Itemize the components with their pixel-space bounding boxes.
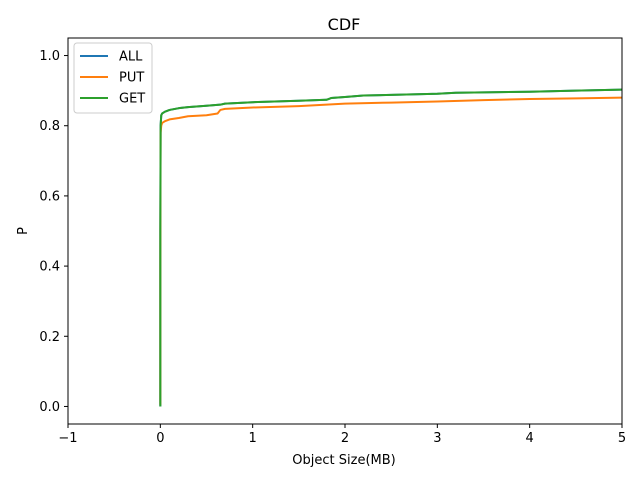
y-tick-label: 1.0 xyxy=(39,49,60,64)
x-tick-label: 0 xyxy=(156,431,164,446)
y-tick-label: 0.0 xyxy=(39,400,60,415)
x-tick-label: 4 xyxy=(526,431,534,446)
plot-lines xyxy=(159,88,623,407)
legend: ALL PUT GET xyxy=(73,42,153,114)
series-line-put xyxy=(159,96,623,405)
y-tick-label: 0.8 xyxy=(39,119,60,134)
x-axis-label: Object Size(MB) xyxy=(292,453,395,468)
legend-box xyxy=(73,42,153,114)
y-tick-label: 0.2 xyxy=(39,330,60,345)
x-tick-label: 3 xyxy=(433,431,441,446)
x-tick-label: −1 xyxy=(58,431,77,446)
x-axis-ticks: −1 0 1 2 3 4 5 xyxy=(58,424,626,446)
chart-title: CDF xyxy=(328,15,361,34)
y-tick-label: 0.4 xyxy=(39,260,60,275)
y-axis-label: P xyxy=(16,227,31,235)
legend-label: PUT xyxy=(119,71,144,86)
x-tick-label: 2 xyxy=(341,431,349,446)
legend-label: GET xyxy=(119,92,145,107)
series-line-get xyxy=(159,88,623,407)
plot-frame xyxy=(67,37,623,425)
x-tick-label: 1 xyxy=(249,431,257,446)
x-tick-label: 5 xyxy=(618,431,626,446)
y-tick-label: 0.6 xyxy=(39,189,60,204)
y-axis-ticks: 0.0 0.2 0.4 0.6 0.8 1.0 xyxy=(39,49,68,415)
legend-label: ALL xyxy=(119,50,143,65)
